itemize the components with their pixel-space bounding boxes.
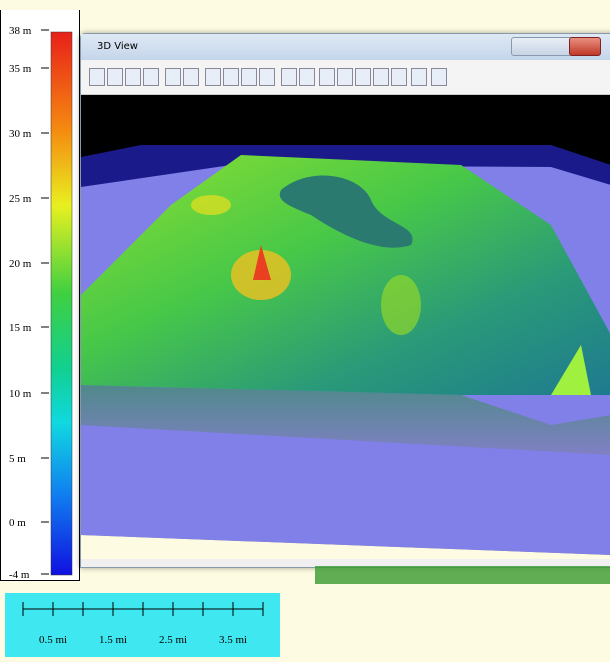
toolbar-button[interactable] — [183, 68, 199, 86]
toolbar-button[interactable] — [241, 68, 257, 86]
map-fragment — [315, 566, 610, 584]
legend-label: -4 m — [9, 569, 30, 580]
toolbar-button[interactable] — [281, 68, 297, 86]
3d-viewport — [81, 95, 610, 559]
scale-bar: 0.5 mi 1.5 mi 2.5 mi 3.5 mi — [5, 593, 280, 657]
toolbar — [81, 60, 610, 95]
toolbar-button[interactable] — [89, 68, 105, 86]
toolbar-button[interactable] — [143, 68, 159, 86]
legend-graphic: 38 m 35 m 30 m 25 m 20 m 15 m 10 m 5 m 0 m -4 m — [1, 10, 79, 580]
toolbar-button[interactable] — [411, 68, 427, 86]
scale-label: 1.5 mi — [99, 634, 127, 646]
toolbar-button[interactable] — [299, 68, 315, 86]
elevation-legend: 38 m 35 m 30 m 25 m 20 m 15 m 10 m 5 m 0 m -4 m — [0, 10, 80, 581]
legend-label: 0 m — [9, 517, 26, 529]
toolbar-button[interactable] — [125, 68, 141, 86]
toolbar-button[interactable] — [431, 68, 447, 86]
toolbar-button[interactable] — [223, 68, 239, 86]
toolbar-button[interactable] — [373, 68, 389, 86]
close-button[interactable] — [569, 37, 601, 56]
toolbar-button[interactable] — [355, 68, 371, 86]
title-bar: 3D View — [81, 34, 610, 60]
scale-label: 2.5 mi — [159, 634, 187, 646]
legend-label: 35 m — [9, 63, 32, 75]
window-controls[interactable] — [511, 37, 573, 56]
screen: {"legend": {"labels": ["38 m", "35 m", "… — [0, 0, 610, 657]
window-title: 3D View — [97, 41, 138, 52]
legend-label: 20 m — [9, 258, 32, 270]
legend-label: 38 m — [9, 25, 32, 37]
toolbar-button[interactable] — [337, 68, 353, 86]
legend-label: 10 m — [9, 388, 32, 400]
legend-label: 5 m — [9, 453, 26, 465]
legend-label: 15 m — [9, 322, 32, 334]
scale-graphic: 0.5 mi 1.5 mi 2.5 mi 3.5 mi — [5, 593, 280, 657]
color-ramp — [51, 32, 72, 575]
scale-label: 3.5 mi — [219, 634, 247, 646]
toolbar-button[interactable] — [107, 68, 123, 86]
toolbar-button[interactable] — [259, 68, 275, 86]
window-3d-view: 3D View — [80, 33, 610, 568]
legend-label: 25 m — [9, 193, 32, 205]
toolbar-button[interactable] — [205, 68, 221, 86]
toolbar-button[interactable] — [391, 68, 407, 86]
toolbar-button[interactable] — [165, 68, 181, 86]
scale-label: 0.5 mi — [39, 634, 67, 646]
toolbar-button[interactable] — [319, 68, 335, 86]
legend-label: 30 m — [9, 128, 32, 140]
